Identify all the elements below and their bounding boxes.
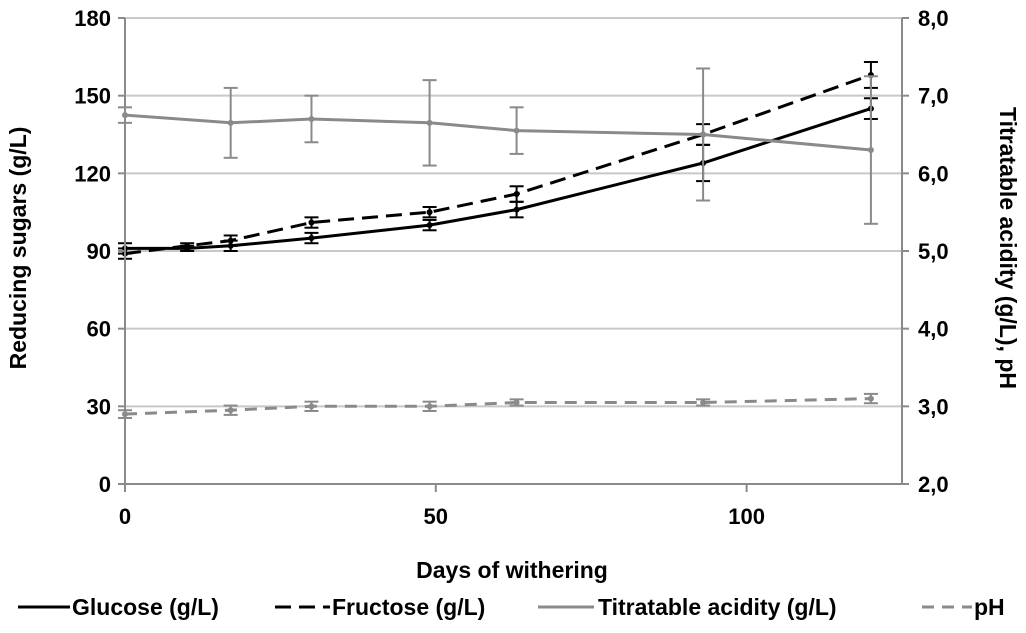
x-tick-label: 100 xyxy=(728,504,765,529)
y-right-tick-label: 7,0 xyxy=(918,84,949,109)
data-point xyxy=(184,242,191,249)
data-point xyxy=(308,219,315,226)
data-point xyxy=(426,209,433,216)
data-point xyxy=(227,119,234,126)
data-point xyxy=(867,147,874,154)
y-right-tick-label: 5,0 xyxy=(918,239,949,264)
data-point xyxy=(513,191,520,198)
x-tick-label: 50 xyxy=(424,504,448,529)
y-left-tick-label: 150 xyxy=(74,84,111,109)
data-point xyxy=(426,222,433,229)
legend-label-ph: pH xyxy=(974,594,1005,620)
y-right-tick-label: 8,0 xyxy=(918,6,949,31)
y-right-tick-label: 6,0 xyxy=(918,161,949,186)
y-left-tick-label: 30 xyxy=(87,394,111,419)
y-right-tick-label: 2,0 xyxy=(918,472,949,497)
series-layer xyxy=(118,61,878,419)
legend-label-fructose: Fructose (g/L) xyxy=(332,594,485,620)
y-left-tick-label: 0 xyxy=(99,472,111,497)
data-point xyxy=(308,403,315,410)
data-point xyxy=(700,399,707,406)
y-right-tick-label: 4,0 xyxy=(918,317,949,342)
data-point xyxy=(513,399,520,406)
series-titratable-acidity-g-l xyxy=(118,67,878,225)
data-point xyxy=(426,119,433,126)
series-ph xyxy=(118,392,878,419)
legend: Glucose (g/L) Fructose (g/L) Titratable … xyxy=(18,594,1005,620)
data-point xyxy=(700,131,707,138)
y-left-tick-label: 90 xyxy=(87,239,111,264)
y-axis-left-title: Reducing sugars (g/L) xyxy=(5,127,31,370)
data-point xyxy=(513,206,520,213)
y-left-tick-label: 60 xyxy=(87,317,111,342)
tick-labels: 0 2,0 30 3,0 60 4,0 90 5,0 120 6,0 150 7,0 180 8,0 0 50… xyxy=(74,6,948,529)
y-left-tick-label: 120 xyxy=(74,161,111,186)
data-point xyxy=(426,403,433,410)
y-left-tick-label: 180 xyxy=(74,6,111,31)
data-point xyxy=(308,235,315,242)
gridlines xyxy=(125,17,902,408)
axes xyxy=(118,17,909,492)
y-right-tick-label: 3,0 xyxy=(918,394,949,419)
series-glucose-g-l xyxy=(118,97,878,255)
series-fructose-g-l xyxy=(118,61,878,260)
data-point xyxy=(867,395,874,402)
y-axis-right-title: Titratable acidity (g/L), pH xyxy=(995,107,1021,389)
x-axis-title: Days of withering xyxy=(416,557,608,583)
legend-label-glucose: Glucose (g/L) xyxy=(72,594,219,620)
data-point xyxy=(513,127,520,134)
data-point xyxy=(227,237,234,244)
data-point xyxy=(227,407,234,414)
x-tick-label: 0 xyxy=(119,504,131,529)
series-line xyxy=(125,107,872,250)
series-line xyxy=(124,73,872,256)
data-point xyxy=(308,115,315,122)
legend-label-titratable-acidity: Titratable acidity (g/L) xyxy=(598,594,837,620)
